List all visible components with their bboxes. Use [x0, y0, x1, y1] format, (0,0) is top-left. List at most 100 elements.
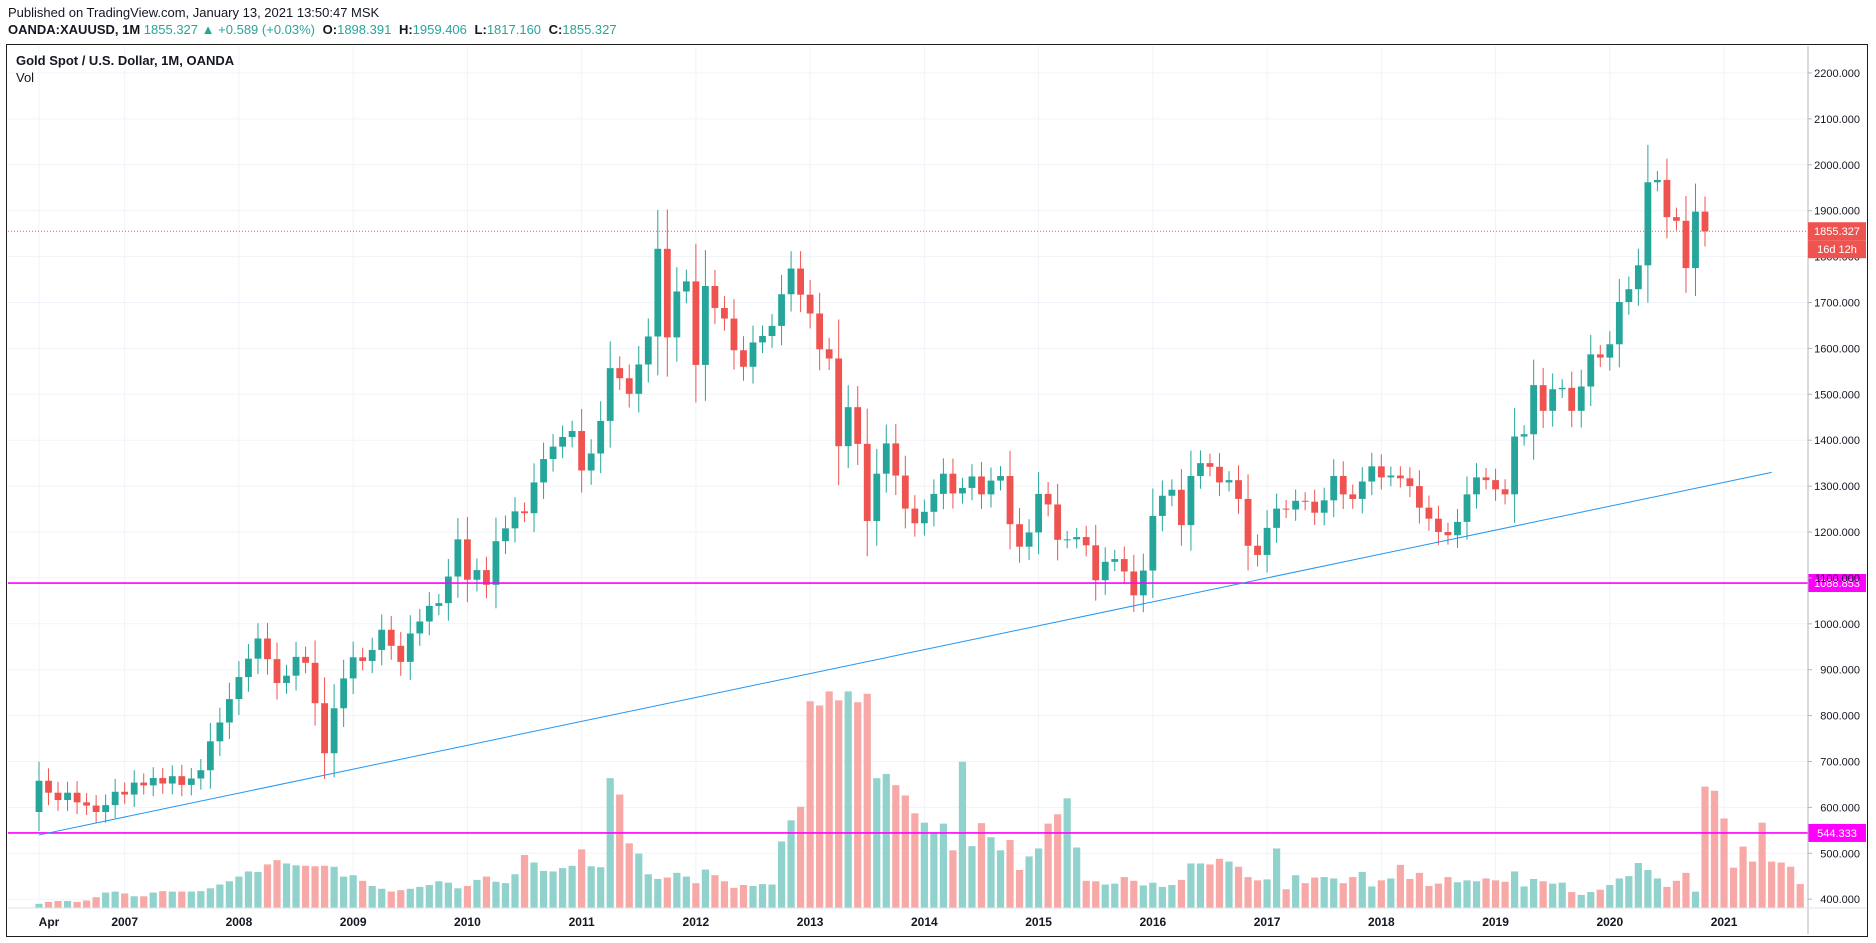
candle-body	[1216, 466, 1223, 483]
candle-body	[1596, 354, 1604, 358]
chart-legend: Gold Spot / U.S. Dollar, 1M, OANDA Vol	[16, 52, 234, 86]
close-value: 1855.327	[562, 22, 617, 37]
volume-bar	[530, 862, 538, 908]
volume-bar	[1634, 862, 1642, 908]
volume-bar	[73, 901, 81, 908]
volume-bar	[1187, 863, 1195, 908]
candle-body	[1292, 500, 1300, 510]
volume-bar	[35, 903, 43, 908]
low-value: 1817.160	[486, 22, 542, 37]
candle-body	[368, 649, 376, 661]
volume-bar	[425, 885, 433, 908]
candle-body	[1073, 537, 1081, 540]
level-price-tag	[1808, 574, 1866, 593]
volume-bar	[1330, 878, 1338, 908]
volume-bar	[282, 863, 291, 908]
volume-bar	[321, 865, 329, 908]
volume-bar	[1263, 879, 1271, 908]
x-tick-label: 2013	[797, 915, 824, 929]
candle-body	[1197, 463, 1204, 477]
volume-bar	[1320, 877, 1328, 908]
candle-body	[530, 482, 538, 514]
volume-bar	[1149, 882, 1157, 908]
y-tick-label: 1400.000	[1814, 435, 1860, 447]
volume-bar	[511, 874, 519, 908]
candle-body	[159, 778, 167, 784]
high-value: 1959.406	[412, 22, 467, 37]
y-tick-label: 2200.000	[1814, 68, 1860, 80]
candle-body	[1168, 489, 1176, 496]
volume-bar	[854, 702, 862, 908]
candle-body	[1111, 559, 1119, 562]
volume-bar	[121, 893, 129, 908]
volume-bar	[1596, 889, 1604, 908]
candle-body	[254, 638, 262, 659]
candle-body	[1387, 475, 1395, 478]
last-price: 1855.327	[143, 22, 199, 37]
volume-bar	[378, 888, 386, 908]
volume-bar	[1663, 886, 1671, 908]
candle-body	[1149, 515, 1157, 571]
volume-bar	[1796, 884, 1804, 908]
candle-body	[768, 325, 776, 337]
candle-body	[1501, 489, 1509, 495]
last-price-tag	[1808, 222, 1866, 241]
candle-body	[587, 453, 595, 471]
candle-body	[1263, 527, 1271, 555]
volume-bar	[216, 884, 224, 908]
candle-body	[654, 248, 662, 337]
volume-bar	[273, 860, 281, 908]
volume-bar	[539, 870, 548, 908]
volume-bar	[1177, 879, 1185, 908]
candle-body	[45, 780, 52, 793]
volume-bar	[463, 885, 471, 908]
x-tick-label: 2009	[340, 915, 367, 929]
candle-body	[987, 480, 995, 495]
y-tick-label: 500.000	[1820, 848, 1860, 860]
volume-bar	[1520, 886, 1528, 908]
volume-bar	[187, 891, 195, 908]
trend-line	[38, 471, 1772, 836]
volume-bar	[168, 891, 176, 908]
chart-frame[interactable]	[6, 44, 1868, 937]
y-tick-label: 700.000	[1820, 757, 1860, 769]
volume-bar	[130, 896, 138, 908]
volume-bar	[292, 865, 300, 908]
candle-body	[416, 621, 424, 634]
candle-body	[1416, 486, 1423, 508]
volume-bar	[1482, 878, 1490, 908]
candle-body	[1044, 493, 1052, 505]
candle-body	[140, 782, 148, 786]
candle-body	[1035, 493, 1042, 533]
y-tick-label: 1300.000	[1814, 481, 1860, 493]
candle-body	[178, 776, 186, 785]
volume-bar	[549, 871, 557, 908]
volume-bar	[254, 871, 262, 908]
volume-bar	[111, 891, 119, 908]
candle-body	[273, 659, 281, 684]
volume-bar	[758, 884, 767, 908]
volume-bar	[1710, 790, 1719, 908]
candle-body	[682, 281, 690, 292]
volume-bar	[911, 813, 919, 908]
volume-bar	[1244, 877, 1252, 908]
y-tick-label: 2000.000	[1814, 160, 1860, 172]
candle-body	[1377, 466, 1385, 478]
volume-bar	[444, 882, 452, 908]
volume-bar	[654, 878, 662, 908]
volume-bar	[520, 855, 529, 908]
candle-body	[1444, 532, 1452, 536]
published-info-bar: Published on TradingView.com, January 13…	[8, 4, 617, 38]
volume-bar	[1701, 786, 1709, 908]
volume-bar	[958, 761, 967, 908]
candle-body	[1701, 211, 1709, 232]
y-tick-label: 1200.000	[1814, 527, 1860, 539]
volume-bar	[1035, 848, 1043, 908]
candle-body	[1330, 476, 1338, 501]
x-tick-label: 2017	[1254, 915, 1281, 929]
y-tick-label: 1600.000	[1814, 343, 1860, 355]
candle-body	[940, 473, 947, 494]
volume-bar	[920, 822, 928, 908]
volume-bar	[1768, 861, 1776, 908]
